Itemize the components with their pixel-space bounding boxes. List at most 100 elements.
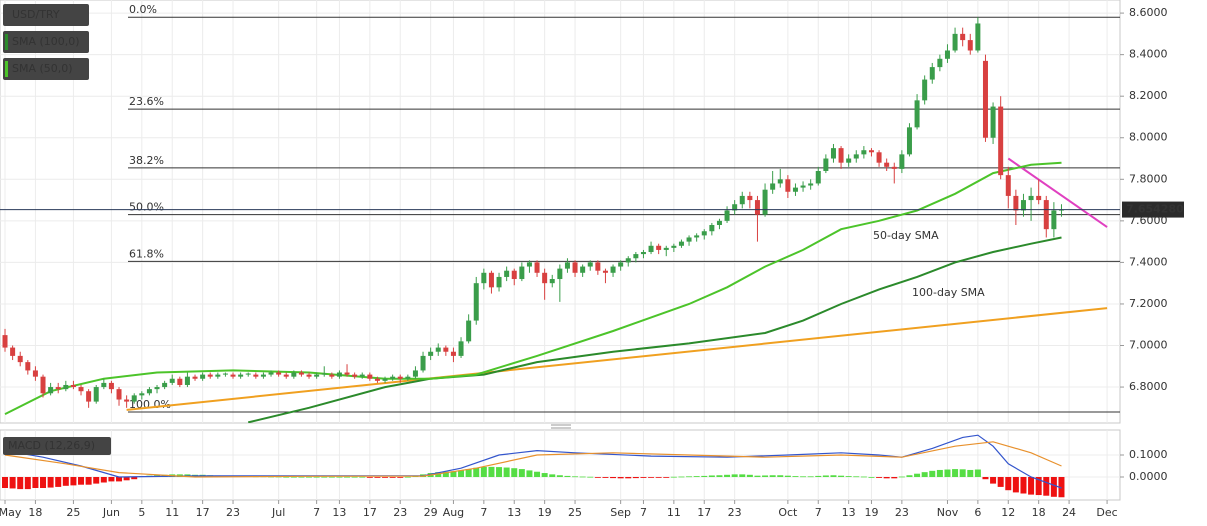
fib-label: 38.2%	[129, 154, 164, 167]
candle-body	[443, 347, 449, 352]
candle-body	[633, 254, 639, 259]
candle-body	[382, 378, 388, 381]
annotation: 50-day SMA	[873, 229, 939, 242]
candle-body	[93, 387, 99, 402]
histogram-bar	[579, 476, 586, 478]
candle-body	[306, 374, 312, 377]
histogram-bar	[883, 477, 890, 479]
x-tick-label: Oct	[778, 506, 798, 519]
candle-body	[435, 347, 441, 352]
histogram-bar	[708, 475, 715, 478]
fib-label: 50.0%	[129, 201, 164, 214]
candle-body	[694, 235, 700, 238]
histogram-bar	[465, 469, 472, 478]
histogram-bar	[921, 472, 928, 478]
histogram-bar	[906, 475, 913, 478]
histogram-bar	[62, 477, 69, 486]
candle-body	[55, 387, 61, 390]
candle-body	[458, 341, 464, 356]
candle-body	[230, 374, 236, 377]
candle-body	[192, 376, 198, 379]
histogram-bar	[40, 477, 47, 489]
candle-body	[10, 347, 16, 356]
x-tick-label: 18	[1032, 506, 1046, 519]
candle-body	[1020, 200, 1026, 211]
x-tick-label: 13	[332, 506, 346, 519]
candle-body	[549, 279, 555, 284]
candle-body	[952, 33, 958, 51]
x-tick-label: 7	[640, 506, 647, 519]
histogram-bar	[860, 476, 867, 478]
histogram-bar	[678, 476, 685, 478]
legend-box[interactable]	[3, 437, 111, 455]
histogram-bar	[1005, 477, 1012, 491]
histogram-bar	[496, 467, 503, 478]
candle-body	[564, 262, 570, 269]
histogram-bar	[541, 473, 548, 478]
last-price-label: 7.654280	[1126, 203, 1184, 216]
candle-body	[63, 384, 69, 390]
histogram-bar	[450, 471, 457, 478]
candle-body	[352, 374, 358, 377]
candle-body	[709, 225, 715, 232]
x-tick-label: 17	[363, 506, 377, 519]
histogram-bar	[974, 469, 981, 478]
last-price-tag	[1122, 201, 1184, 218]
histogram-bar	[55, 477, 62, 487]
candle-body	[868, 150, 874, 153]
candle-body	[238, 374, 244, 377]
candle-body	[344, 372, 350, 375]
histogram-bar	[351, 476, 358, 478]
histogram-bar	[640, 477, 647, 478]
panel-splitter[interactable]	[551, 424, 571, 429]
histogram-bar	[397, 477, 404, 478]
y-tick-label: 8.2000	[1129, 89, 1168, 102]
candle-body	[329, 374, 335, 377]
legend-swatch	[5, 61, 8, 77]
candle-body	[519, 266, 525, 280]
candle-body	[146, 389, 152, 394]
candle-body	[78, 387, 84, 392]
candle-body	[405, 376, 411, 379]
histogram-bar	[610, 477, 617, 479]
candle-body	[747, 195, 753, 201]
candle-body	[686, 237, 692, 242]
x-tick-label: Nov	[937, 506, 959, 519]
histogram-bar	[716, 475, 723, 478]
candle-body	[511, 270, 517, 280]
histogram-bar	[2, 477, 9, 489]
candle-body	[663, 247, 669, 250]
candle-body	[412, 370, 418, 377]
x-tick-label: May	[0, 506, 22, 519]
candle-body	[481, 272, 487, 284]
histogram-bar	[602, 477, 609, 478]
candle-body	[32, 370, 38, 377]
candle-body	[184, 376, 190, 385]
candle-body	[169, 378, 175, 383]
legend-box[interactable]	[3, 58, 89, 80]
trendline	[1007, 157, 1108, 228]
candle-body	[777, 179, 783, 184]
legend-box[interactable]	[3, 4, 89, 26]
candle-body	[724, 210, 730, 221]
histogram-bar	[746, 474, 753, 478]
histogram-bar	[929, 470, 936, 478]
candle-body	[314, 374, 320, 377]
histogram-bar	[830, 475, 837, 478]
candle-body	[336, 372, 342, 377]
x-tick-label: Aug	[443, 506, 464, 519]
candle-body	[899, 154, 905, 169]
candle-body	[823, 158, 829, 171]
legend-box[interactable]	[3, 31, 89, 53]
candle-body	[428, 351, 434, 356]
candle-body	[390, 376, 396, 379]
histogram-bar	[853, 476, 860, 478]
histogram-bar	[336, 476, 343, 478]
legend-label: SMA (100,0)	[12, 35, 80, 48]
candle-body	[716, 220, 722, 226]
y-tick-label: 7.4000	[1129, 255, 1168, 268]
histogram-bar	[815, 475, 822, 478]
candle-body	[891, 166, 897, 169]
candle-body	[998, 106, 1004, 176]
histogram-bar	[891, 477, 898, 479]
